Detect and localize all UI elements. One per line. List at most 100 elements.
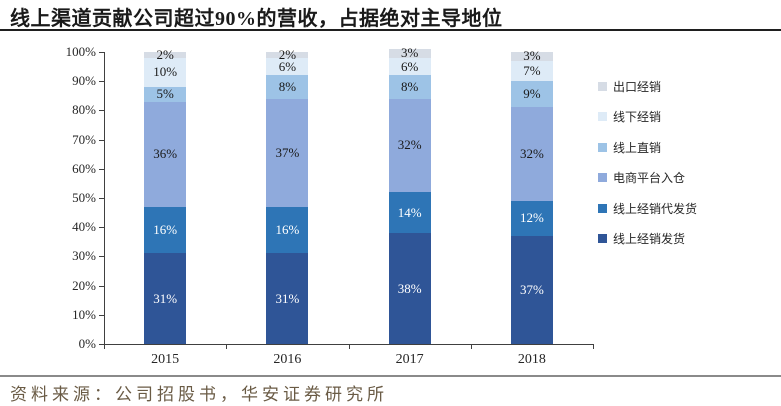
bar-value-label: 3% — [400, 45, 419, 61]
bar-segment-online-direct-sales-2018 — [510, 81, 553, 108]
legend-item-online-dealer-shipping: 线上经销发货 — [598, 232, 738, 248]
y-axis-tick-label: 50% — [72, 190, 96, 205]
y-axis-tick-label: 0% — [78, 336, 96, 351]
bar-segment-online-dealer-shipping-2016 — [266, 253, 309, 344]
legend-item-ecommerce-platform-warehouse: 电商平台入仓 — [598, 171, 738, 187]
bar-value-label: 31% — [275, 290, 300, 306]
bar-segment-online-dealer-dropship-2016 — [266, 206, 309, 254]
x-axis-tick — [226, 344, 228, 349]
bar-value-label: 32% — [519, 146, 544, 162]
y-axis-tick-label: 60% — [72, 160, 96, 176]
bar-segment-online-direct-sales-2017 — [388, 75, 431, 99]
source-divider — [0, 375, 781, 377]
y-axis-tick — [99, 285, 104, 287]
bar-segment-export-dealer-2018 — [510, 52, 553, 61]
bar-value-label: 5% — [156, 86, 174, 102]
y-axis-tick — [99, 314, 104, 316]
legend-swatch — [598, 142, 607, 152]
legend-item-export-dealer: 出口经销 — [598, 80, 738, 96]
bar-segment-export-dealer-2017 — [388, 49, 431, 58]
legend-item-offline-dealer: 线下经销 — [598, 110, 738, 126]
bar-value-label: 10% — [153, 64, 178, 80]
bar-segment-ecommerce-platform-warehouse-2015 — [144, 101, 187, 207]
bar-segment-ecommerce-platform-warehouse-2016 — [266, 98, 309, 207]
x-axis-tick — [104, 344, 105, 349]
y-axis-tick-label: 20% — [72, 277, 96, 293]
legend-label: 线上经销代发货 — [613, 201, 698, 216]
legend-swatch — [598, 173, 607, 183]
bar-value-label: 3% — [523, 48, 541, 64]
bar-value-label: 16% — [275, 222, 300, 238]
bar-value-label: 37% — [275, 144, 300, 160]
y-axis-tick-label: 90% — [72, 73, 96, 89]
bar-segment-online-dealer-shipping-2015 — [144, 253, 187, 344]
legend-swatch — [598, 82, 607, 91]
x-axis-category-label: 2018 — [517, 352, 546, 367]
y-axis-tick-label: 80% — [72, 102, 96, 118]
legend-swatch — [598, 203, 607, 213]
y-axis-tick-label: 40% — [72, 219, 96, 235]
bar-segment-offline-dealer-2018 — [510, 60, 553, 82]
bar-segment-online-direct-sales-2015 — [144, 87, 187, 102]
bar-value-label: 8% — [278, 79, 297, 95]
bar-segment-online-dealer-shipping-2017 — [388, 233, 431, 344]
bar-value-label: 6% — [400, 58, 419, 74]
x-axis-tick — [348, 344, 350, 349]
bar-segment-online-dealer-dropship-2017 — [388, 192, 431, 234]
y-axis-line — [104, 52, 105, 345]
bar-segment-export-dealer-2015 — [144, 52, 187, 58]
bar-segment-offline-dealer-2017 — [388, 57, 431, 76]
y-axis-tick — [99, 198, 104, 199]
y-axis-tick — [99, 256, 104, 258]
y-axis-tick — [99, 344, 104, 345]
chart-title: 线上渠道贡献公司超过90%的营收，占据绝对主导地位 — [10, 8, 503, 30]
x-axis-tick — [593, 344, 594, 349]
bar-value-label: 36% — [153, 146, 178, 162]
y-axis-tick — [99, 81, 104, 83]
bar-value-label: 37% — [519, 281, 544, 297]
y-axis-tick — [99, 227, 104, 229]
bar-segment-online-dealer-dropship-2018 — [510, 200, 553, 236]
bar-value-label: 32% — [397, 137, 422, 153]
source-note: 资料来源：公司招股书，华安证券研究所 — [10, 385, 388, 404]
bar-segment-online-dealer-dropship-2015 — [144, 206, 187, 254]
bar-value-label: 8% — [400, 79, 419, 95]
bar-value-label: 2% — [278, 46, 297, 62]
bar-value-label: 38% — [397, 280, 422, 296]
legend-label: 线上直销 — [613, 140, 662, 155]
x-axis-tick — [470, 344, 472, 349]
bar-segment-online-direct-sales-2016 — [266, 75, 309, 99]
bar-value-label: 31% — [153, 290, 178, 306]
y-axis-tick-label: 30% — [72, 248, 96, 264]
bar-value-label: 6% — [278, 58, 297, 74]
y-axis-tick-label: 70% — [72, 131, 96, 147]
bar-value-label: 7% — [523, 62, 541, 78]
bar-segment-export-dealer-2016 — [266, 52, 309, 58]
bar-segment-online-dealer-shipping-2018 — [510, 235, 553, 344]
legend-label: 电商平台入仓 — [613, 171, 686, 186]
title-divider — [0, 29, 781, 31]
bar-value-label: 14% — [397, 204, 422, 220]
legend-label: 线上经销发货 — [613, 232, 686, 246]
bar-value-label: 9% — [523, 86, 541, 102]
bar-segment-offline-dealer-2016 — [266, 57, 309, 76]
y-axis-tick-label: 10% — [72, 306, 96, 322]
y-axis-tick — [99, 168, 104, 170]
bar-value-label: 12% — [519, 210, 544, 226]
bar-segment-ecommerce-platform-warehouse-2018 — [510, 107, 553, 201]
y-axis-tick — [99, 52, 104, 53]
x-axis-category-label: 2015 — [151, 352, 180, 367]
y-axis-tick — [99, 139, 104, 141]
x-axis-category-label: 2017 — [395, 352, 424, 367]
legend-item-online-direct-sales: 线上直销 — [598, 141, 738, 157]
y-axis-tick — [99, 110, 104, 112]
bar-segment-ecommerce-platform-warehouse-2017 — [388, 98, 431, 193]
bar-value-label: 16% — [153, 222, 178, 238]
y-axis-tick-label: 100% — [65, 44, 96, 59]
legend-swatch — [598, 234, 607, 243]
legend-swatch — [598, 112, 607, 122]
legend-item-online-dealer-dropship: 线上经销代发货 — [598, 202, 738, 218]
